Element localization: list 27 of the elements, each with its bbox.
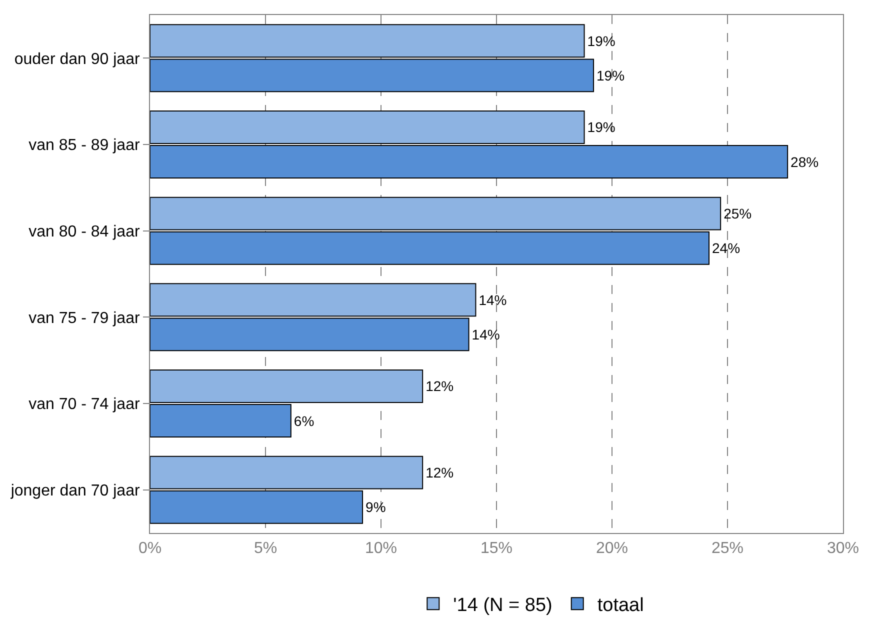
data-label: 9% [366,499,386,516]
x-tick-label: 10% [364,540,398,558]
x-tick-label: 5% [254,540,278,558]
data-label: 19% [587,119,616,136]
x-tick-label: 15% [480,540,513,558]
x-tick-label: 20% [596,540,628,558]
y-tick-label: van 75 - 79 jaar [28,310,140,327]
data-label: 12% [426,378,454,394]
legend-label: totaal [597,595,644,616]
data-label: 25% [724,206,752,222]
data-label: 14% [472,326,500,342]
data-label: 24% [712,240,740,256]
x-tick-label: 30% [826,540,860,558]
data-label: 6% [294,412,314,429]
y-tick-label: jonger dan 70 jaar [10,482,140,500]
x-tick-label: 25% [711,540,744,558]
x-tick-label: 0% [138,540,162,558]
y-tick-label: ouder dan 90 jaar [14,50,140,68]
y-tick-label: van 80 - 84 jaar [28,223,140,240]
data-label: 19% [596,67,625,84]
data-label: 14% [478,292,507,308]
y-tick-label: van 85 - 89 jaar [28,137,140,154]
data-label: 19% [587,32,616,49]
data-label: 12% [426,464,454,481]
y-tick-label: van 70 - 74 jaar [28,396,140,414]
legend-label: '14 (N = 85) [453,595,552,616]
data-label: 28% [790,154,819,170]
